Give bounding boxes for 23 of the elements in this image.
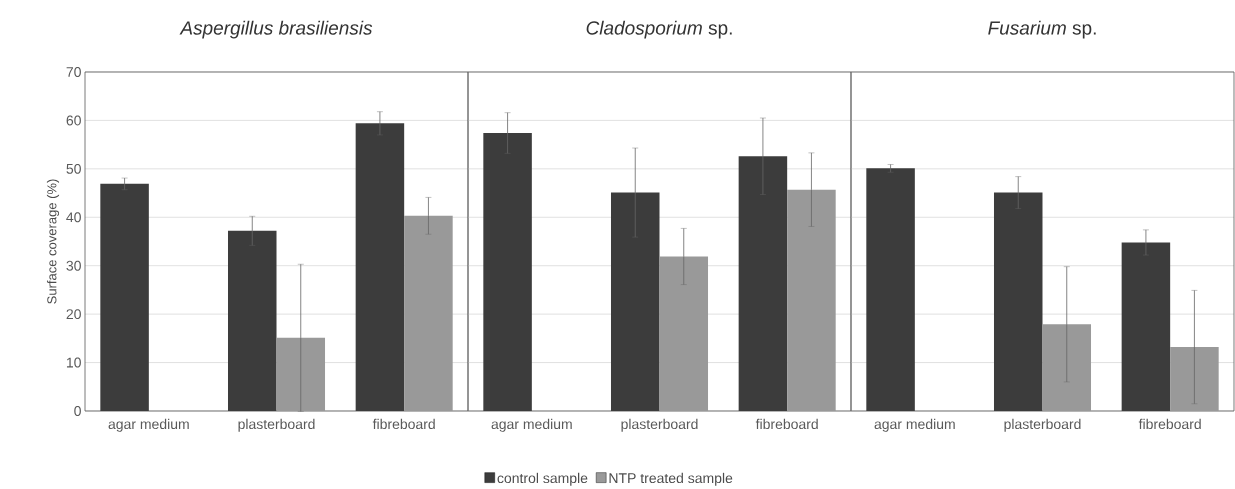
x-tick-label: plasterboard: [1004, 418, 1081, 432]
y-tick-label: 20: [66, 309, 81, 320]
x-tick-label: fibreboard: [1138, 418, 1201, 430]
y-tick-label: 50: [66, 163, 81, 174]
chart-title: Cladosporium sp.: [586, 20, 732, 39]
chart-title: Fusarium sp.: [988, 20, 1096, 39]
x-tick-label: plasterboard: [238, 418, 315, 432]
y-tick-label: 10: [66, 357, 81, 368]
x-tick-label: agar medium: [491, 418, 572, 432]
x-tick-label: fibreboard: [755, 418, 818, 430]
y-tick-label: 0: [74, 406, 81, 416]
legend-label: NTP treated sample: [609, 472, 733, 486]
y-tick-label: 60: [66, 115, 81, 126]
x-tick-label: fibreboard: [372, 418, 435, 430]
x-tick-label: agar medium: [874, 418, 955, 432]
y-tick-label: 70: [66, 67, 81, 77]
chart-title: Aspergillus brasiliensis: [179, 20, 373, 39]
x-tick-label: plasterboard: [621, 418, 698, 432]
legend-label: control sample: [497, 472, 588, 486]
y-tick-label: 40: [66, 212, 81, 223]
x-tick-label: agar medium: [108, 418, 189, 432]
y-axis-title: Surface coverage (%): [46, 179, 60, 304]
y-tick-label: 30: [66, 260, 81, 271]
